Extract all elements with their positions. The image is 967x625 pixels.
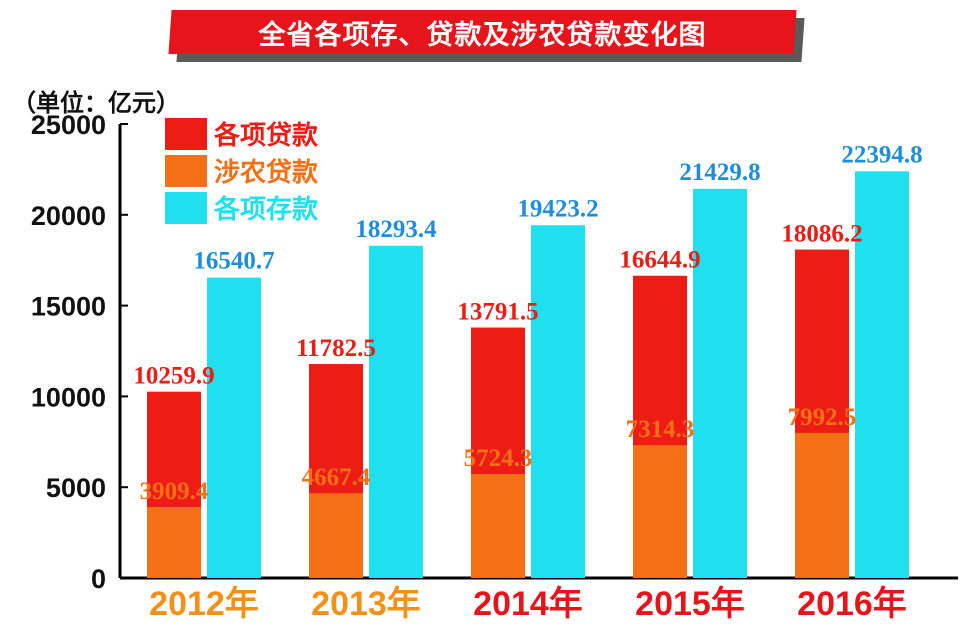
loans-value-label: 16644.9 [619,247,700,274]
x-category-label: 2014年 [473,585,583,623]
agri-loans-bar [471,474,525,578]
agri-loans-value-label: 5724.3 [464,445,533,472]
y-tick-label: 10000 [31,382,106,412]
deposits-bar [855,171,909,578]
y-tick-label: 25000 [31,110,106,140]
loans-value-label: 18086.2 [781,221,862,248]
y-tick-label: 20000 [31,201,106,231]
x-category-label: 2012年 [149,585,259,623]
agri-loans-value-label: 4667.4 [302,464,371,491]
deposits-bar [693,188,747,578]
deposits-value-label: 18293.4 [355,216,437,243]
legend-swatch [165,155,207,187]
y-tick-label: 5000 [46,473,106,503]
loans-value-label: 10259.9 [133,363,214,390]
agri-loans-value-label: 7992.5 [788,404,857,431]
deposits-bar [531,225,585,578]
legend-swatch [165,118,207,150]
deposits-bar [207,277,261,578]
deposits-value-label: 21429.8 [679,159,760,186]
x-category-label: 2013年 [311,585,421,623]
x-category-label: 2015年 [635,585,745,623]
agri-loans-bar [147,507,201,578]
agri-loans-bar [795,432,849,578]
unit-label: （单位：亿元） [12,89,180,117]
legend-label: 涉农贷款 [214,157,319,188]
deposits-bar [369,245,423,578]
legend-swatch [165,192,207,224]
loans-value-label: 11782.5 [296,335,376,362]
agri-loans-value-label: 3909.4 [140,478,209,505]
agri-loans-value-label: 7314.3 [626,416,695,443]
chart-title: 全省各项存、贷款及涉农贷款变化图 [258,19,707,51]
deposits-value-label: 19423.2 [517,195,598,222]
deposits-value-label: 16540.7 [193,248,274,275]
legend-label: 各项存款 [213,194,319,225]
y-tick-label: 0 [91,564,106,594]
legend-label: 各项贷款 [213,120,319,151]
agri-loans-bar [633,445,687,578]
title-banner: 全省各项存、贷款及涉农贷款变化图 [168,10,805,62]
loans-value-label: 13791.5 [457,299,538,326]
x-category-label: 2016年 [797,585,907,623]
agri-loans-bar [309,493,363,578]
deposits-value-label: 22394.8 [841,141,922,168]
y-tick-label: 15000 [31,292,106,322]
